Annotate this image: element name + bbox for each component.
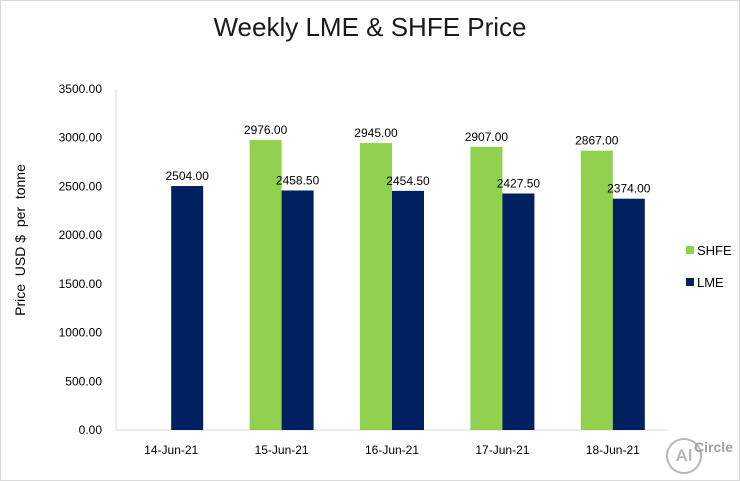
bar-shfe <box>580 150 613 430</box>
data-label-lme: 2374.00 <box>607 182 651 196</box>
data-label-shfe: 2907.00 <box>465 130 509 144</box>
x-tick-label: 14-Jun-21 <box>144 443 198 457</box>
bar-shfe <box>470 146 503 430</box>
x-tick-label: 16-Jun-21 <box>365 443 419 457</box>
logo-symbol: Al <box>666 438 702 474</box>
alcircle-logo: Al Circle <box>666 438 736 474</box>
legend-label-shfe: SHFE <box>697 242 732 258</box>
y-tick-label: 0.00 <box>79 423 103 437</box>
y-tick-label: 1000.00 <box>59 326 103 340</box>
y-tick-label: 2000.00 <box>59 228 103 242</box>
bar-lme <box>281 190 314 430</box>
chart-title: Weekly LME & SHFE Price <box>213 12 527 42</box>
bar-lme <box>171 186 204 430</box>
y-tick-label: 3000.00 <box>59 131 103 145</box>
data-label-lme: 2458.50 <box>276 173 320 187</box>
data-label-lme: 2504.00 <box>166 169 210 183</box>
data-label-lme: 2454.50 <box>386 174 430 188</box>
legend: SHFE LME <box>686 240 732 304</box>
legend-item-shfe: SHFE <box>686 240 732 260</box>
bar-lme <box>502 193 535 430</box>
data-label-shfe: 2976.00 <box>244 123 288 137</box>
legend-item-lme: LME <box>686 272 732 292</box>
data-label-shfe: 2867.00 <box>575 134 619 148</box>
data-label-shfe: 2945.00 <box>354 126 398 140</box>
y-tick-label: 3500.00 <box>59 82 103 96</box>
bar-shfe <box>360 143 392 430</box>
x-tick-label: 17-Jun-21 <box>475 443 529 457</box>
bar-lme <box>392 190 424 430</box>
data-label-lme: 2427.50 <box>497 176 541 190</box>
bar-lme <box>612 198 645 430</box>
legend-label-lme: LME <box>697 274 724 290</box>
legend-swatch-shfe <box>686 246 694 254</box>
bar-shfe <box>249 140 282 431</box>
x-tick-label: 15-Jun-21 <box>255 443 309 457</box>
logo-text: Circle <box>694 439 733 455</box>
y-tick-label: 2500.00 <box>59 179 103 193</box>
y-tick-label: 1500.00 <box>59 277 103 291</box>
y-tick-label: 500.00 <box>65 374 102 388</box>
x-tick-label: 18-Jun-21 <box>586 443 640 457</box>
legend-swatch-lme <box>686 278 694 286</box>
